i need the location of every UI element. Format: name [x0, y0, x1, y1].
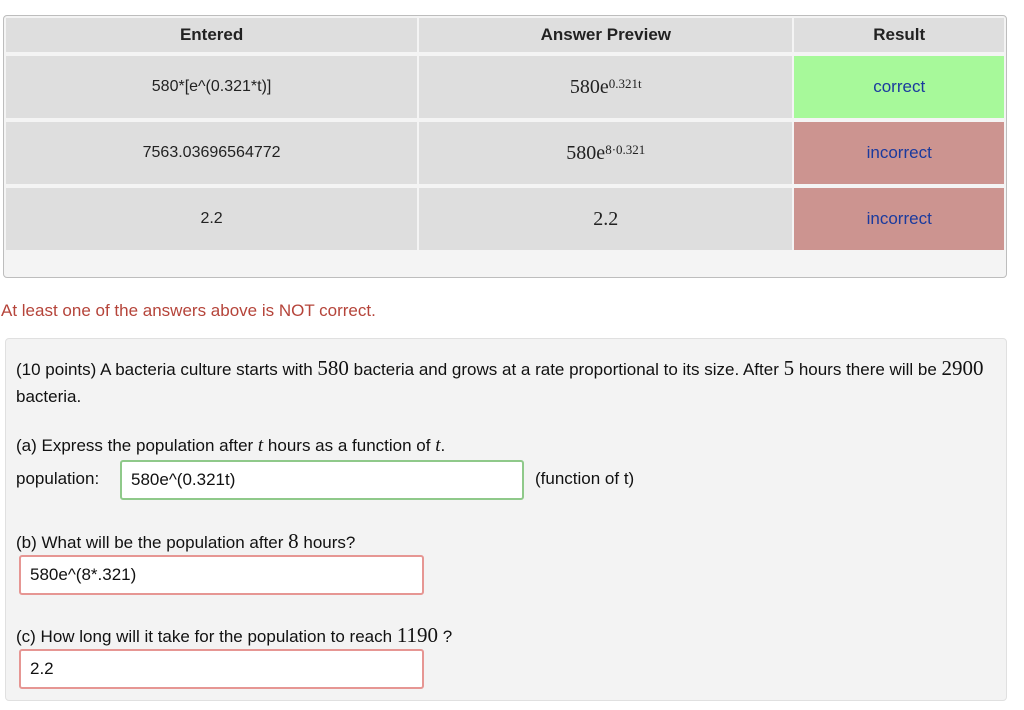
- results-header-row: Entered Answer Preview Result: [6, 18, 1004, 52]
- entered-cell: 7563.03696564772: [6, 122, 418, 184]
- problem-text: bacteria.: [16, 387, 82, 406]
- preview-exponent: 8·0.321: [605, 142, 646, 157]
- question-text: (c) How long will it take for the popula…: [16, 627, 397, 646]
- part-c-input-value: 2.2: [30, 659, 54, 678]
- question-text: ?: [438, 627, 453, 646]
- function-note: (function of t): [535, 469, 635, 488]
- preview-cell: 580e 8·0.321: [419, 122, 793, 184]
- population-label: population:: [16, 469, 100, 488]
- question-text: hours as a function of: [263, 436, 436, 455]
- results-row: 2.2 2.2 incorrect: [6, 188, 1004, 250]
- start-count: 580: [317, 356, 349, 380]
- target-population: 1190: [396, 623, 439, 647]
- part-c-question: (c) How long will it take for the popula…: [16, 623, 452, 648]
- results-row: 7563.03696564772 580e 8·0.321 incorrect: [6, 122, 1004, 184]
- question-text: hours?: [298, 533, 356, 552]
- question-text: .: [440, 436, 446, 455]
- variable-t: t: [435, 435, 441, 456]
- result-status: incorrect: [866, 143, 932, 162]
- preview-base: 580e: [569, 75, 609, 98]
- header-result: Result: [794, 18, 1004, 52]
- results-table: Entered Answer Preview Result 580*[e^(0.…: [3, 15, 1007, 278]
- preview-cell: 580e 0.321t: [419, 56, 793, 118]
- result-cell: incorrect: [794, 122, 1004, 184]
- feedback-message: At least one of the answers above is NOT…: [1, 301, 376, 320]
- problem-text: hours there will be: [794, 360, 942, 379]
- part-b-input-value: 580e^(8*.321): [30, 565, 137, 584]
- entered-cell: 2.2: [6, 188, 418, 250]
- population-input[interactable]: 580e^(0.321t): [120, 460, 524, 500]
- population-input-value: 580e^(0.321t): [131, 470, 236, 489]
- header-answer-preview: Answer Preview: [419, 18, 793, 52]
- hours-value: 8: [288, 529, 299, 553]
- part-b-question: (b) What will be the population after 8 …: [16, 529, 355, 554]
- problem-statement: (10 points) A bacteria culture starts wi…: [16, 355, 996, 410]
- problem-text: bacteria and grows at a rate proportiona…: [348, 360, 784, 379]
- problem-box: (10 points) A bacteria culture starts wi…: [5, 338, 1007, 701]
- part-a-question: (a) Express the population after t hours…: [16, 435, 445, 457]
- entered-cell: 580*[e^(0.321*t)]: [6, 56, 418, 118]
- result-cell: incorrect: [794, 188, 1004, 250]
- results-row: 580*[e^(0.321*t)] 580e 0.321t correct: [6, 56, 1004, 118]
- result-cell: correct: [794, 56, 1004, 118]
- variable-t: t: [257, 435, 264, 456]
- question-text: (a) Express the population after: [16, 436, 258, 455]
- result-status: incorrect: [866, 209, 932, 228]
- header-entered: Entered: [6, 18, 418, 52]
- preview-exponent: 0.321t: [608, 76, 642, 91]
- preview-cell: 2.2: [419, 188, 793, 250]
- question-text: (b) What will be the population after: [16, 533, 289, 552]
- part-c-input[interactable]: 2.2: [19, 649, 424, 689]
- final-count: 2900: [941, 356, 984, 380]
- part-b-input[interactable]: 580e^(8*.321): [19, 555, 424, 595]
- result-status: correct: [873, 77, 926, 96]
- hours-value: 5: [783, 356, 795, 380]
- problem-text: (10 points) A bacteria culture starts wi…: [16, 360, 318, 379]
- preview-base: 580e: [566, 141, 606, 164]
- preview-base: 2.2: [593, 207, 619, 230]
